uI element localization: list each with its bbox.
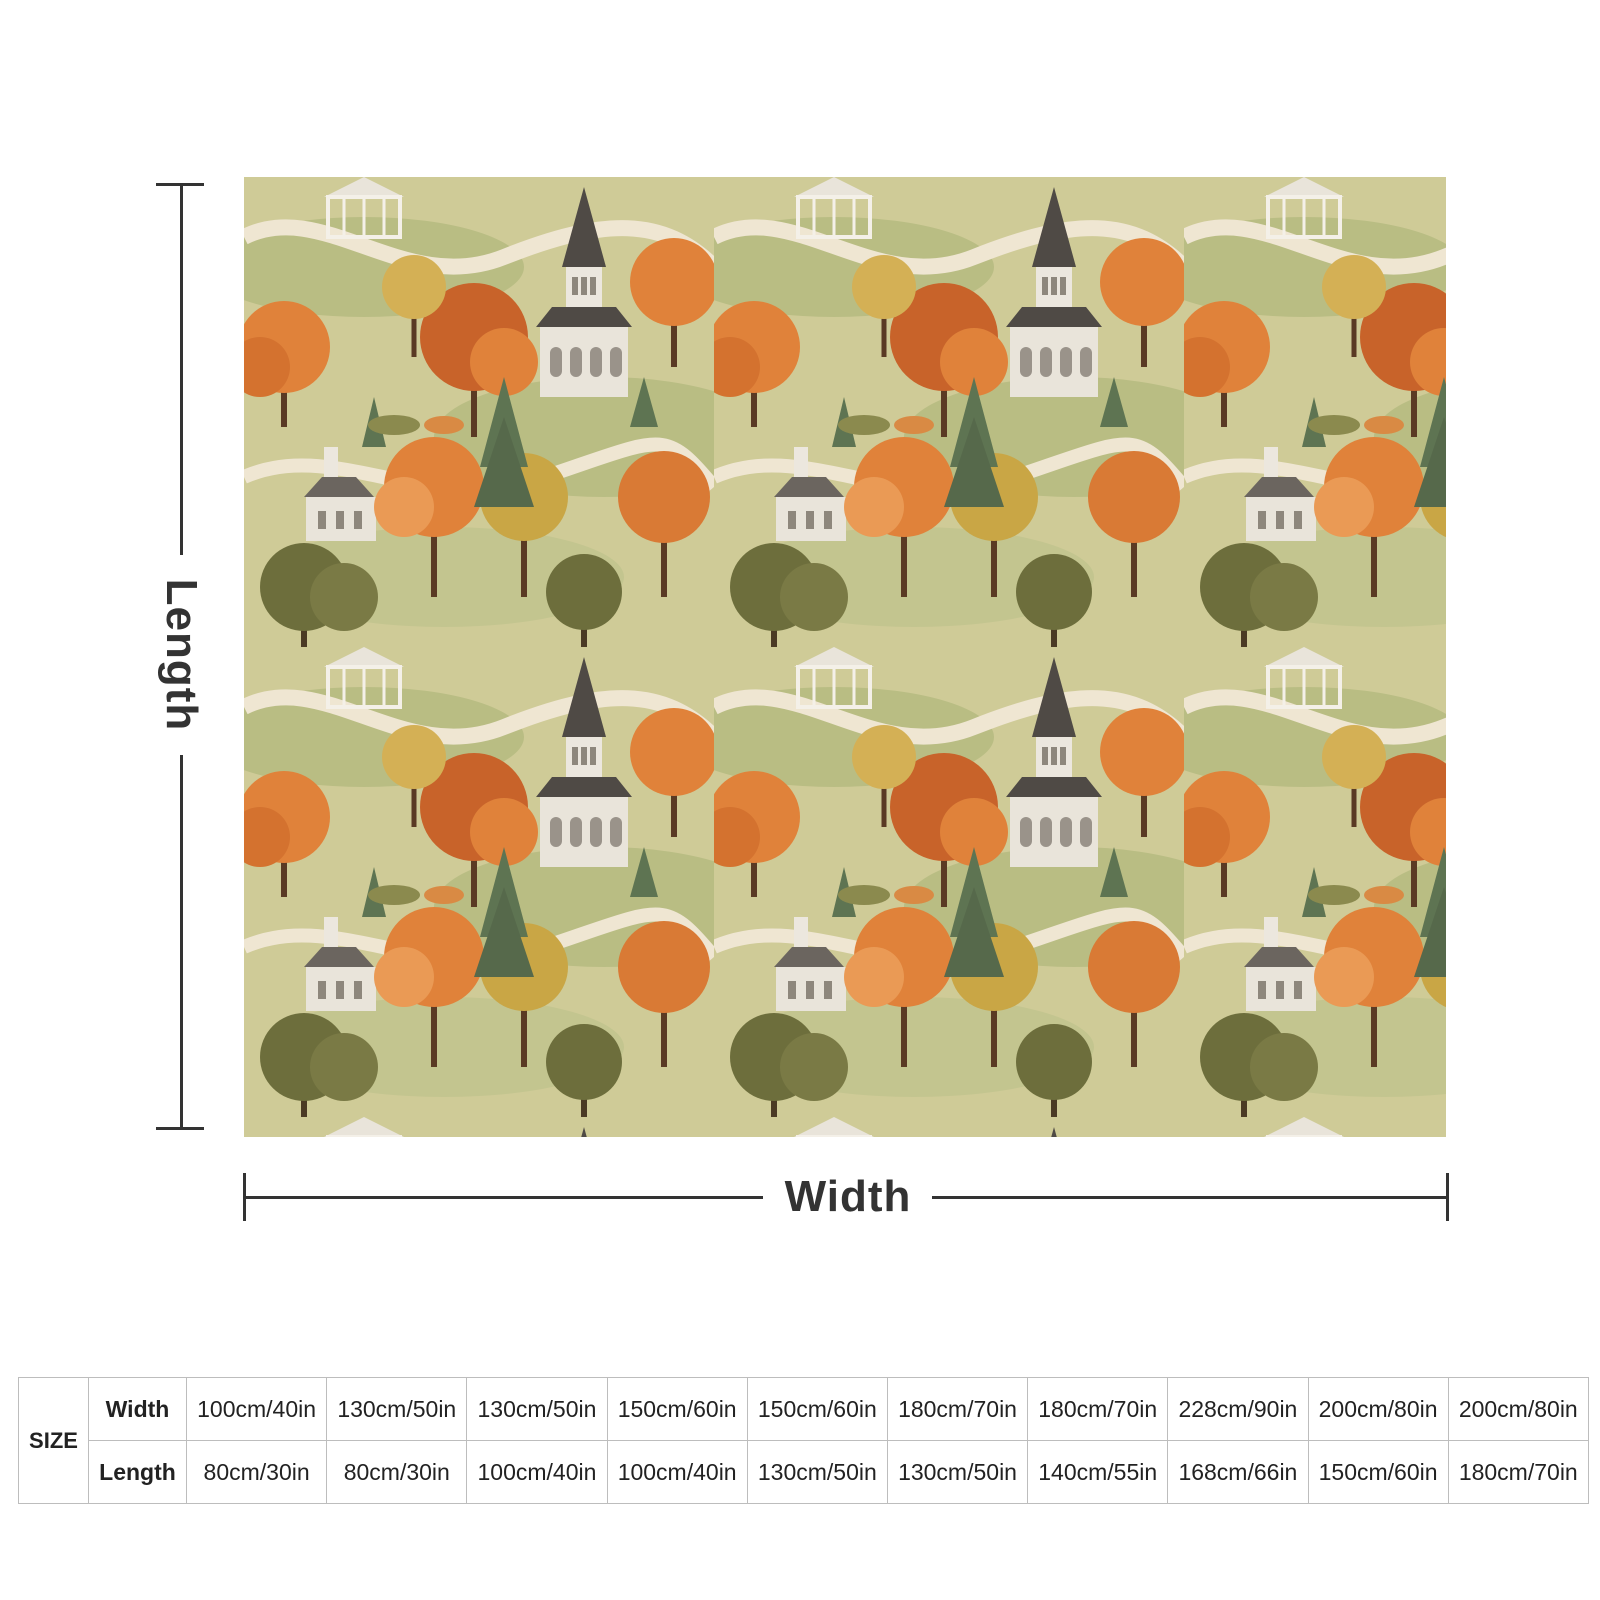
width-cell: 130cm/50in [326, 1377, 468, 1441]
width-cell: 100cm/40in [185, 1377, 328, 1441]
width-line-right [932, 1196, 1449, 1199]
length-cell: 150cm/60in [1307, 1440, 1449, 1504]
size-label: SIZE [18, 1377, 89, 1504]
length-cell: 130cm/50in [886, 1440, 1029, 1504]
width-cell: 130cm/50in [466, 1377, 608, 1441]
length-bottom-cap [156, 1127, 204, 1130]
width-cell: 228cm/90in [1167, 1377, 1309, 1441]
width-cell: 150cm/60in [746, 1377, 888, 1441]
length-line-top [180, 183, 183, 555]
length-row-header: Length [88, 1440, 187, 1504]
width-cell: 200cm/80in [1447, 1377, 1589, 1441]
width-row-header: Width [88, 1377, 187, 1441]
length-cell: 180cm/70in [1447, 1440, 1589, 1504]
length-cell: 168cm/66in [1167, 1440, 1309, 1504]
width-label: Width [784, 1172, 912, 1221]
width-cell: 200cm/80in [1307, 1377, 1449, 1441]
length-cell: 140cm/55in [1027, 1440, 1169, 1504]
blanket-print [244, 177, 1446, 1137]
length-row: Length 80cm/30in 80cm/30in 100cm/40in 10… [19, 1440, 1589, 1504]
length-line-bottom [180, 755, 183, 1129]
length-cell: 80cm/30in [326, 1440, 468, 1504]
length-cell: 100cm/40in [466, 1440, 608, 1504]
width-cell: 180cm/70in [1027, 1377, 1169, 1441]
width-line-left [243, 1196, 763, 1199]
length-cell: 100cm/40in [606, 1440, 748, 1504]
width-cell: 150cm/60in [606, 1377, 748, 1441]
length-label: Length [157, 578, 206, 732]
width-right-cap [1446, 1173, 1449, 1221]
length-cell: 80cm/30in [185, 1440, 328, 1504]
width-cell: 180cm/70in [886, 1377, 1029, 1441]
width-row: SIZE Width 100cm/40in 130cm/50in 130cm/5… [18, 1377, 1589, 1504]
autumn-village-pattern [244, 177, 1446, 1137]
length-cell: 130cm/50in [746, 1440, 888, 1504]
size-table: SIZE Width 100cm/40in 130cm/50in 130cm/5… [18, 1377, 1589, 1504]
